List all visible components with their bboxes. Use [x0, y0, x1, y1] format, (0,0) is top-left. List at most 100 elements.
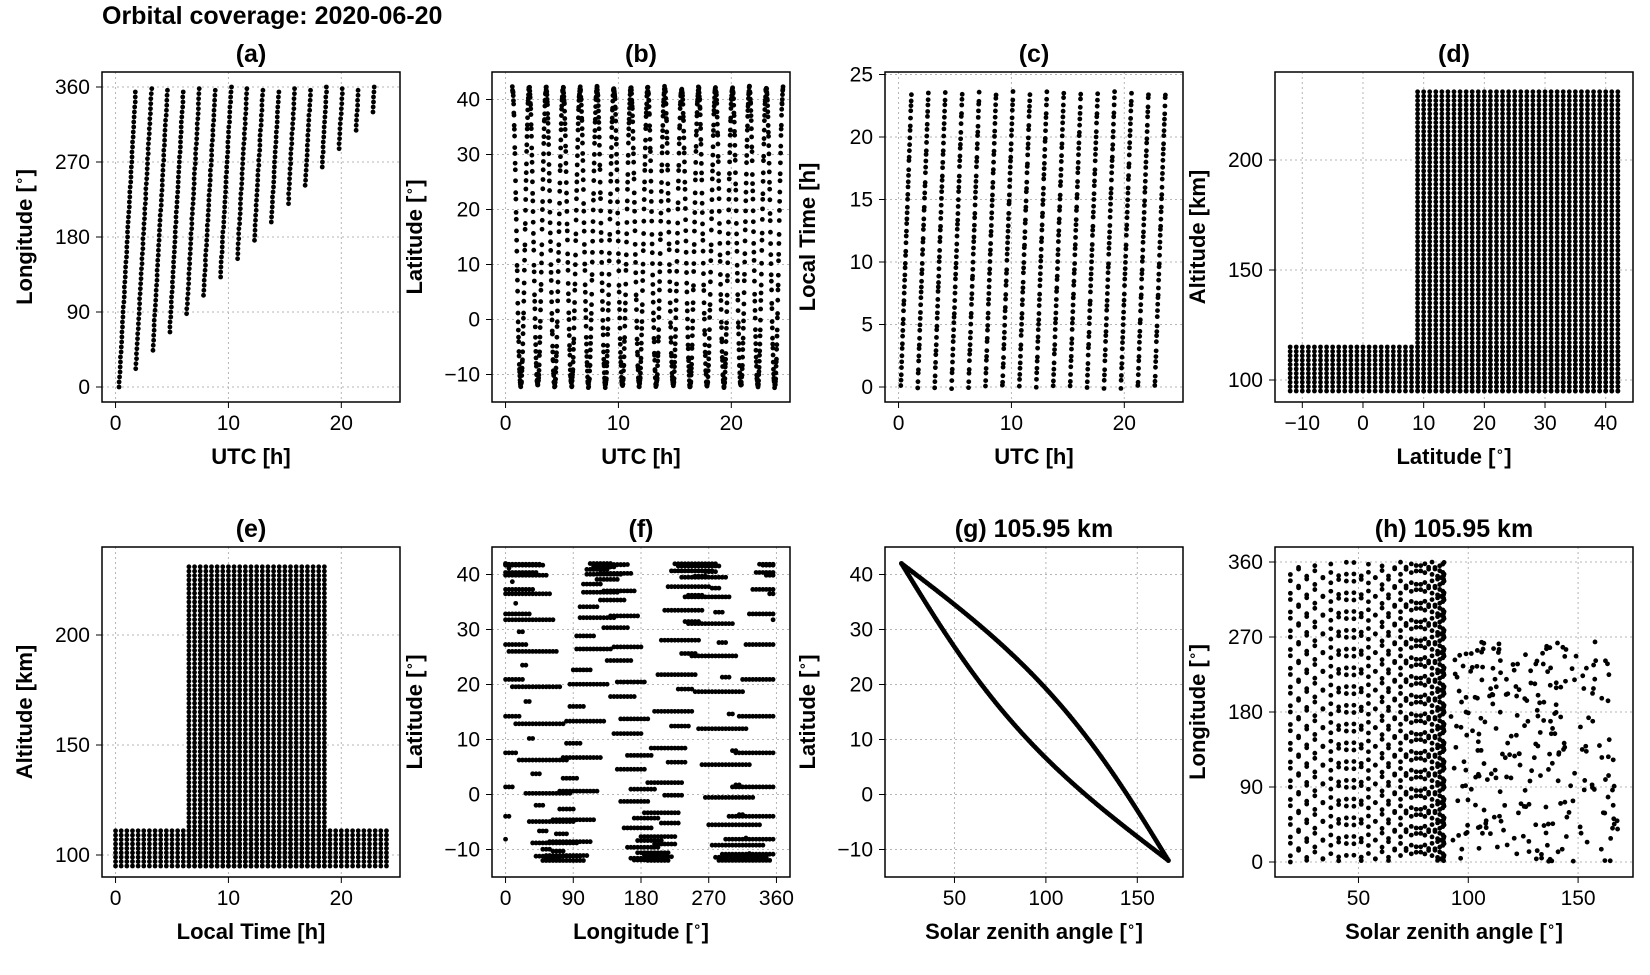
scatter-point	[595, 103, 601, 109]
scatter-point	[714, 114, 720, 120]
scatter-point	[1348, 366, 1354, 372]
scatter-point	[1155, 308, 1160, 313]
scatter-point	[1433, 327, 1439, 332]
scatter-point	[749, 172, 755, 177]
scatter-point	[1463, 212, 1469, 218]
scatter-point	[629, 100, 635, 106]
scatter-point	[647, 145, 653, 151]
scatter-point	[677, 123, 683, 129]
scatter-point	[1002, 315, 1008, 321]
scatter-point	[190, 196, 196, 202]
scatter-point	[899, 359, 905, 365]
scatter-point	[274, 119, 280, 125]
scatter-point	[579, 132, 585, 138]
scatter-point	[1481, 300, 1487, 306]
scatter-point	[770, 335, 775, 341]
scatter-point	[1354, 371, 1360, 376]
scatter-point	[1494, 195, 1499, 200]
scatter-point	[1451, 296, 1457, 301]
scatter-point	[196, 91, 202, 97]
scatter-point	[955, 217, 961, 223]
scatter-point	[1481, 274, 1487, 279]
scatter-point	[207, 172, 213, 178]
scatter-point	[743, 189, 749, 195]
scatter-point	[1125, 176, 1131, 182]
scatter-point	[1023, 217, 1028, 223]
scatter-point	[939, 189, 945, 195]
scatter-point	[1076, 130, 1082, 135]
scatter-point	[1415, 151, 1420, 156]
scatter-point	[131, 119, 137, 125]
scatter-point	[1469, 327, 1475, 332]
scatter-point	[766, 151, 772, 157]
scatter-point	[622, 315, 628, 321]
scatter-point	[1500, 146, 1505, 152]
scatter-point	[1010, 102, 1015, 108]
scatter-point	[1445, 296, 1451, 301]
scatter-point	[606, 292, 612, 298]
scatter-point	[549, 331, 555, 337]
scatter-point	[1154, 329, 1160, 334]
scatter-point	[1536, 129, 1542, 134]
scatter-point	[1457, 353, 1463, 359]
scatter-point	[548, 239, 553, 245]
scatter-point	[1000, 364, 1006, 370]
scatter-point	[1548, 243, 1554, 249]
scatter-point	[1433, 173, 1439, 178]
scatter-point	[1409, 353, 1414, 359]
scatter-point	[1506, 186, 1512, 192]
scatter-point	[1530, 366, 1536, 372]
scatter-point	[520, 341, 526, 347]
scatter-point	[1524, 225, 1530, 231]
scatter-point	[769, 319, 775, 324]
scatter-point	[596, 126, 602, 132]
scatter-point	[1469, 357, 1475, 363]
scatter-point	[722, 380, 728, 385]
scatter-point	[1506, 146, 1512, 152]
scatter-point	[923, 158, 929, 164]
scatter-point	[1058, 183, 1063, 188]
scatter-point	[582, 282, 588, 288]
scatter-point	[1433, 124, 1439, 130]
scatter-point	[689, 342, 695, 348]
scatter-point	[1494, 274, 1499, 279]
scatter-point	[1005, 223, 1011, 229]
scatter-point	[590, 249, 595, 255]
scatter-point	[672, 353, 678, 359]
scatter-point	[512, 133, 517, 139]
scatter-point	[1548, 287, 1554, 293]
scatter-point	[1056, 228, 1062, 234]
scatter-point	[1051, 372, 1057, 377]
scatter-point	[969, 283, 975, 289]
scatter-point	[1415, 344, 1420, 350]
y-tick-label: 150	[1228, 259, 1263, 282]
scatter-point	[1378, 353, 1384, 359]
scatter-point	[1475, 247, 1481, 253]
scatter-point	[762, 118, 767, 124]
scatter-point	[1548, 124, 1554, 130]
scatter-point	[1542, 107, 1548, 112]
scatter-point	[1469, 362, 1475, 367]
scatter-point	[1415, 318, 1420, 323]
scatter-point	[1439, 318, 1445, 323]
scatter-point	[1433, 247, 1439, 253]
scatter-point	[1073, 235, 1078, 240]
scatter-point	[1512, 120, 1518, 125]
scatter-point	[1161, 141, 1166, 147]
y-axis-label: Longitude [∘]	[11, 169, 37, 305]
scatter-point	[1524, 168, 1530, 174]
scatter-point	[204, 222, 210, 228]
scatter-point	[1037, 277, 1043, 283]
scatter-point	[1415, 388, 1420, 394]
scatter-point	[1006, 211, 1012, 216]
scatter-point	[691, 269, 697, 274]
scatter-point	[1524, 318, 1530, 323]
scatter-point	[1488, 102, 1493, 108]
scatter-point	[129, 149, 135, 155]
scatter-point	[1494, 208, 1499, 214]
scatter-point	[950, 359, 955, 365]
scatter-point	[573, 231, 579, 237]
scatter-point	[1403, 388, 1408, 394]
scatter-point	[1469, 221, 1475, 227]
scatter-point	[1481, 371, 1487, 376]
